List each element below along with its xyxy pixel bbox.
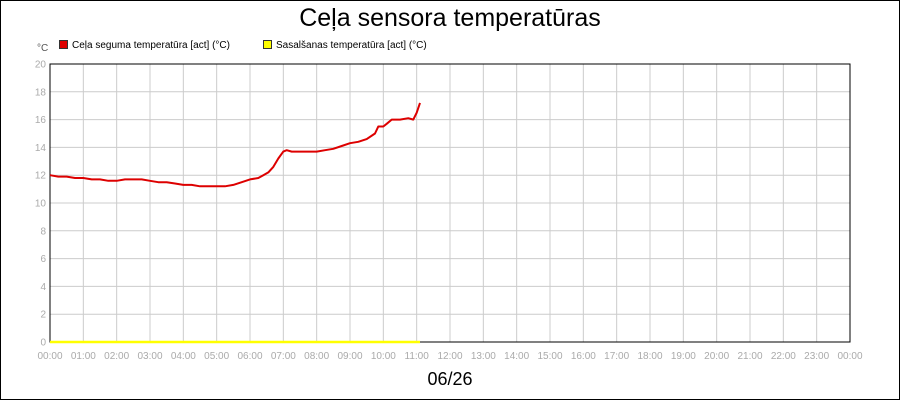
chart-title: Ceļa sensora temperatūras — [299, 4, 601, 32]
x-tick-label: 11:00 — [405, 351, 430, 362]
x-tick-label: 23:00 — [804, 351, 829, 362]
x-tick-label: 04:00 — [171, 351, 196, 362]
y-tick-label: 10 — [35, 199, 47, 210]
x-tick-label: 00:00 — [837, 351, 862, 362]
date-label: 06/26 — [427, 369, 473, 389]
y-tick-label: 4 — [40, 282, 46, 293]
y-tick-label: 14 — [35, 143, 47, 154]
x-tick-label: 14:00 — [504, 351, 529, 362]
x-tick-label: 18:00 — [637, 351, 662, 362]
legend-swatch-red — [59, 40, 68, 49]
series-line-road-surface-temperature — [49, 102, 421, 188]
legend-swatch-yellow — [263, 40, 272, 49]
x-tick-label: 19:00 — [671, 351, 696, 362]
x-tick-label: 00:00 — [37, 351, 62, 362]
legend-item-road-surface-temperature: Ceļa seguma temperatūra [act] (°C) — [59, 40, 230, 51]
y-tick-label: 2 — [40, 310, 46, 321]
x-tick-label: 12:00 — [437, 351, 462, 362]
y-tick-label: 16 — [35, 115, 47, 126]
plot-frame — [49, 63, 851, 343]
x-tick-label: 01:00 — [71, 351, 96, 362]
x-tick-label: 16:00 — [571, 351, 596, 362]
x-tick-label: 08:00 — [304, 351, 329, 362]
x-tick-label: 22:00 — [771, 351, 796, 362]
x-tick-label: 03:00 — [137, 351, 162, 362]
y-tick-label: 12 — [35, 171, 47, 182]
y-tick-label: 0 — [40, 338, 46, 349]
x-tick-label: 06:00 — [237, 351, 262, 362]
x-tick-label: 15:00 — [537, 351, 562, 362]
x-tick-label: 20:00 — [704, 351, 729, 362]
x-tick-label: 13:00 — [471, 351, 496, 362]
legend-label: Ceļa seguma temperatūra [act] (°C) — [72, 40, 230, 51]
x-tick-label: 21:00 — [737, 351, 762, 362]
x-tick-label: 07:00 — [271, 351, 296, 362]
x-tick-label: 10:00 — [371, 351, 396, 362]
y-tick-label: 20 — [35, 60, 47, 71]
legend-item-freezing-temperature: Sasalšanas temperatūra [act] (°C) — [263, 40, 427, 51]
legend-label: Sasalšanas temperatūra [act] (°C) — [276, 40, 427, 51]
x-tick-label: 09:00 — [337, 351, 362, 362]
x-tick-label: 02:00 — [104, 351, 129, 362]
y-axis-unit: °C — [37, 43, 49, 54]
x-tick-label: 05:00 — [204, 351, 229, 362]
y-tick-label: 18 — [35, 87, 47, 98]
y-tick-label: 6 — [40, 254, 46, 265]
x-tick-label: 17:00 — [604, 351, 629, 362]
y-tick-label: 8 — [40, 226, 46, 237]
